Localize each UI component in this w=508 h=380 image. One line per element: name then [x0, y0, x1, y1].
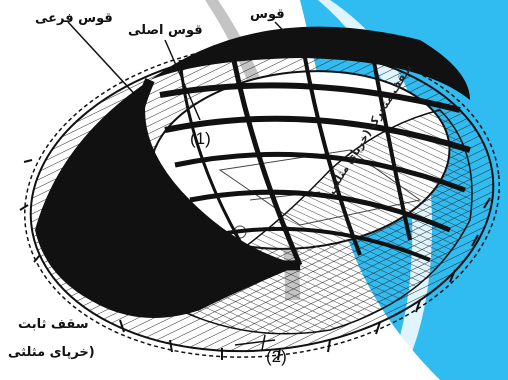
- label-arch: قوس: [250, 7, 285, 22]
- arch-ribs: [159, 29, 471, 266]
- label-secondary-arch: قوس فرعی: [35, 11, 113, 26]
- label-fixed-roof-1: سقف ثابت: [18, 317, 89, 332]
- marker-1: (1): [190, 129, 211, 148]
- edge-supports: [19, 159, 491, 361]
- marker-2: (2): [266, 347, 287, 366]
- leader-lines: [67, 21, 301, 351]
- label-main-arch: قوس اصلی: [128, 23, 203, 38]
- label-fixed-roof-2: (خرپای مثلثی: [8, 345, 95, 360]
